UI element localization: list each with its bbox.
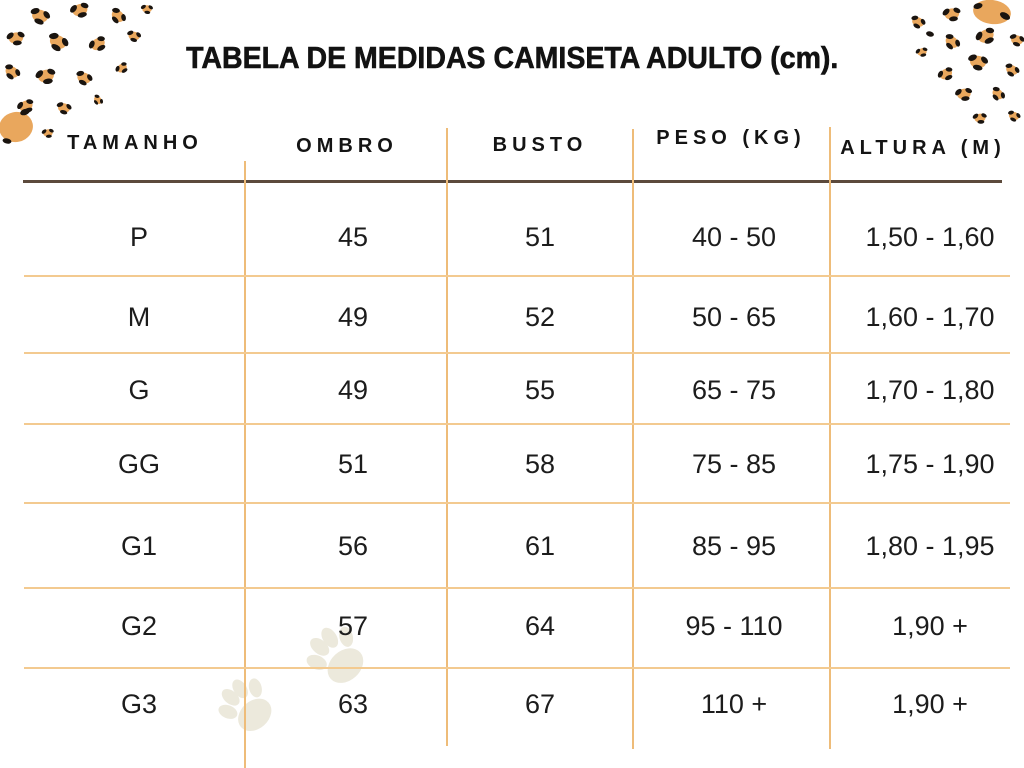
table-column-divider xyxy=(244,161,246,768)
table-cell: 1,90 + xyxy=(892,611,968,641)
table-cell: 51 xyxy=(524,222,556,252)
column-header-busto: BUSTO xyxy=(492,134,588,156)
table-cell: P xyxy=(129,222,148,252)
table-cell: 49 xyxy=(337,302,369,332)
table-cell: 61 xyxy=(524,531,556,561)
table-cell: 45 xyxy=(337,222,369,252)
table-cell: 65 - 75 xyxy=(691,375,777,405)
table-cell: 52 xyxy=(524,302,556,332)
table-cell: 63 xyxy=(337,689,369,719)
column-header-tamanho: TAMANHO xyxy=(67,132,203,154)
table-cell: 67 xyxy=(524,689,556,719)
table-cell: G3 xyxy=(120,689,158,719)
table-cell: M xyxy=(127,302,151,332)
table-cell: G2 xyxy=(120,611,158,641)
table-cell: GG xyxy=(117,449,160,479)
column-header-altura: ALTURA (M) xyxy=(840,137,1006,159)
table-cell: 75 - 85 xyxy=(691,449,777,479)
table-column-divider xyxy=(632,129,634,749)
table-cell: G xyxy=(128,375,150,405)
table-cell: 58 xyxy=(524,449,556,479)
column-header-ombro: OMBRO xyxy=(296,135,398,157)
table-cell: 56 xyxy=(337,531,369,561)
table-cell: 40 - 50 xyxy=(691,222,777,252)
header-rule xyxy=(23,180,1002,183)
table-cell: 49 xyxy=(337,375,369,405)
column-header-peso: PESO (KG) xyxy=(656,127,806,149)
table-row-divider xyxy=(24,352,1010,354)
table-row-divider xyxy=(24,502,1010,504)
table-cell: 1,70 - 1,80 xyxy=(865,375,995,405)
table-cell: 95 - 110 xyxy=(685,611,783,641)
table-cell: 1,90 + xyxy=(892,689,968,719)
table-cell: 110 + xyxy=(700,689,768,719)
table-cell: 64 xyxy=(524,611,556,641)
table-cell: 1,50 - 1,60 xyxy=(865,222,995,252)
table-column-divider xyxy=(446,128,448,746)
leopard-print-icon xyxy=(907,0,1024,126)
table-cell: 55 xyxy=(524,375,556,405)
page-title: TABELA DE MEDIDAS CAMISETA ADULTO (cm). xyxy=(186,40,839,76)
table-row-divider xyxy=(24,423,1010,425)
table-row-divider xyxy=(24,667,1010,669)
table-cell: 1,60 - 1,70 xyxy=(865,302,995,332)
table-cell: 51 xyxy=(337,449,369,479)
table-row-divider xyxy=(24,275,1010,277)
table-cell: 85 - 95 xyxy=(691,531,777,561)
table-cell: G1 xyxy=(120,531,158,561)
table-cell: 57 xyxy=(337,611,369,641)
table-cell: 1,75 - 1,90 xyxy=(865,449,995,479)
table-cell: 1,80 - 1,95 xyxy=(865,531,995,561)
table-row-divider xyxy=(24,587,1010,589)
table-cell: 50 - 65 xyxy=(691,302,777,332)
table-column-divider xyxy=(829,127,831,749)
leopard-print-icon xyxy=(0,0,154,144)
